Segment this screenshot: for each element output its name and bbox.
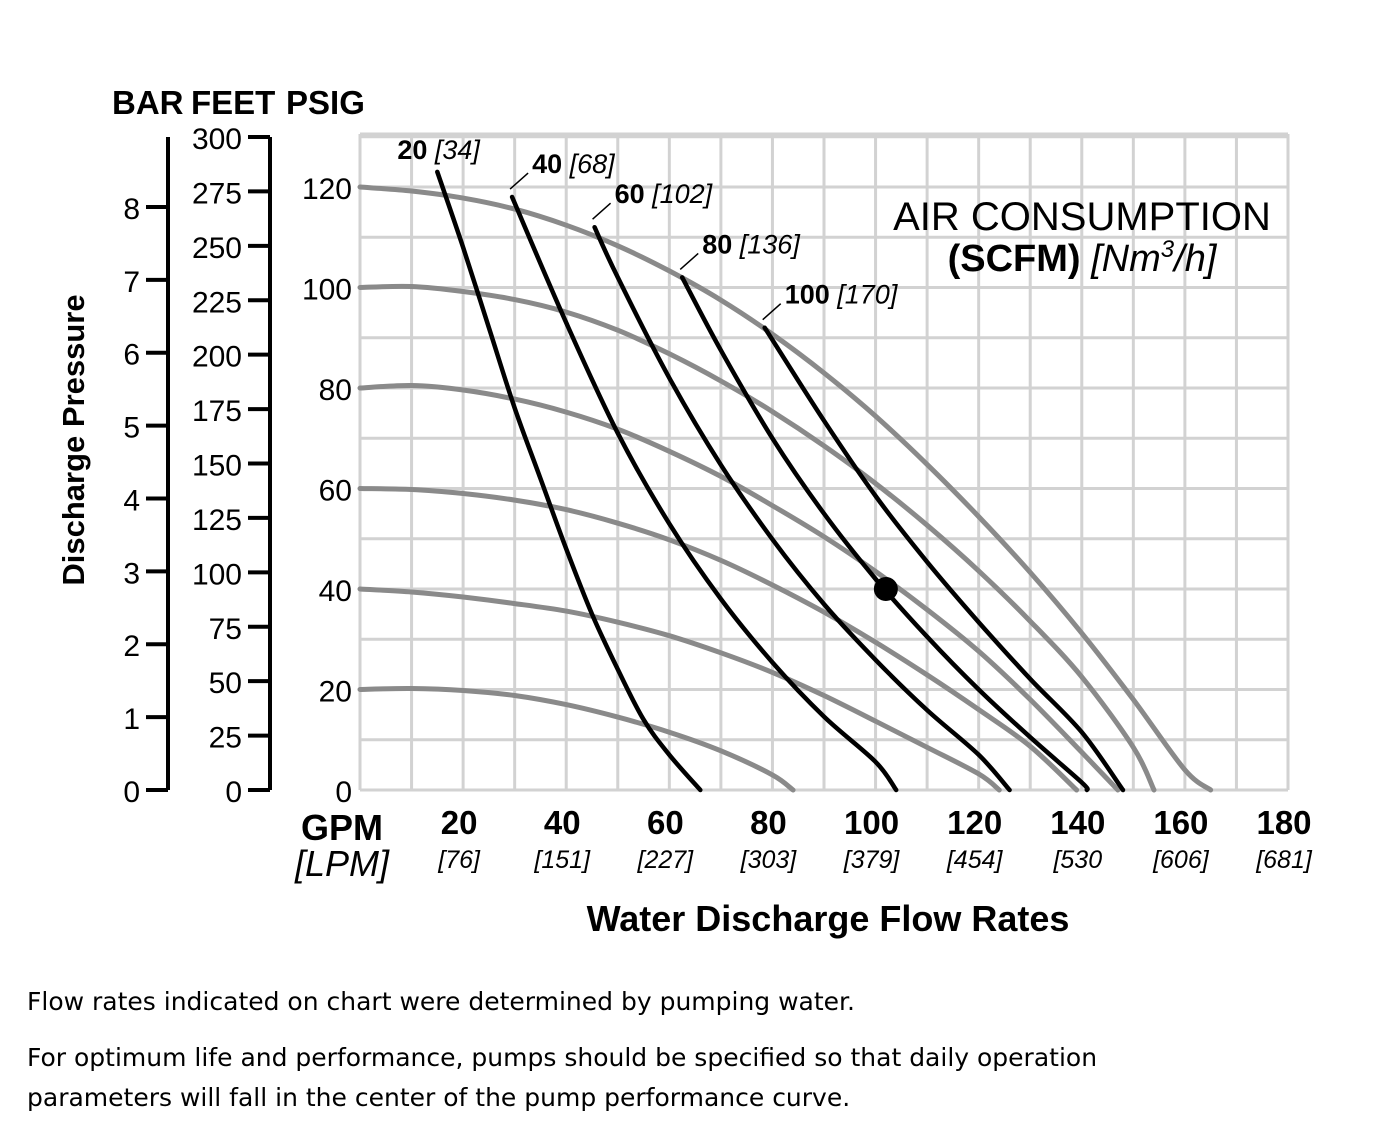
- air-curve-20-scfm: [435, 169, 703, 793]
- pressure-curve: [357, 382, 1121, 793]
- gpm-tick-label: 140: [1050, 804, 1105, 841]
- pressure-curve: [357, 283, 1157, 793]
- lpm-tick-label: [530: [1052, 846, 1102, 874]
- air-curve-label-metric: [136]: [739, 229, 802, 259]
- legend-title-per-h: /h]: [1171, 238, 1218, 280]
- psig-axis-header: PSIG: [286, 84, 365, 121]
- air-curve-label: 100 [170]: [785, 280, 899, 310]
- feet-axis-header: FEET: [191, 84, 275, 121]
- lpm-tick-label: [227]: [637, 846, 695, 874]
- psig-tick-label: 40: [319, 575, 352, 608]
- bar-tick-label: 6: [123, 339, 140, 372]
- footnote-optimum: For optimum life and performance, pumps …: [27, 1043, 1098, 1112]
- air-curve-100-scfm: [762, 325, 1126, 793]
- air-label-leader: [762, 303, 782, 321]
- psig-tick-label: 120: [302, 173, 352, 206]
- pressure-curve: [357, 486, 1080, 793]
- feet-tick-label: 75: [209, 613, 242, 646]
- bar-tick-label: 2: [123, 630, 140, 663]
- psig-tick-label: 60: [319, 475, 352, 508]
- lpm-tick-label: [76]: [437, 846, 481, 874]
- gpm-tick-label: 40: [544, 804, 581, 841]
- gpm-tick-label: 80: [750, 804, 787, 841]
- x-unit-lpm: [LPM]: [294, 843, 390, 884]
- psig-tick-label: 0: [335, 776, 352, 809]
- air-curve-label-metric: [34]: [434, 135, 482, 165]
- air-curve-label-scfm: 100: [785, 280, 838, 310]
- legend-title-line2: (SCFM) [Nm3/h]: [948, 236, 1218, 280]
- lpm-tick-label: [303]: [740, 846, 798, 874]
- air-curve-60-scfm: [592, 224, 1012, 793]
- legend-title-line1: AIR CONSUMPTION: [893, 195, 1271, 239]
- footnote-water: Flow rates indicated on chart were deter…: [27, 987, 855, 1016]
- gpm-tick-label: 100: [844, 804, 899, 841]
- feet-tick-label: 175: [192, 395, 242, 428]
- air-curve-label-metric: [68]: [569, 149, 617, 179]
- bar-tick-label: 7: [123, 266, 140, 299]
- gpm-tick-label: 60: [647, 804, 684, 841]
- psig-tick-label: 100: [302, 274, 352, 307]
- gpm-tick-label: 180: [1256, 804, 1311, 841]
- psig-tick-label: 80: [319, 374, 352, 407]
- air-curve-label: 20 [34]: [397, 135, 481, 165]
- lpm-tick-label: [681]: [1255, 846, 1313, 874]
- operating-point-marker: [873, 577, 898, 601]
- lpm-tick-label: [379]: [843, 846, 901, 874]
- lpm-tick-label: [454]: [946, 846, 1004, 874]
- bar-tick-label: 8: [123, 193, 140, 226]
- legend-title-nm: [Nm: [1090, 238, 1161, 280]
- bar-tick-label: 1: [123, 703, 140, 736]
- legend-title-sup: 3: [1161, 236, 1175, 263]
- air-curve-label-metric: [102]: [651, 179, 714, 209]
- air-curve-label-scfm: 20: [397, 135, 435, 165]
- psig-tick-label: 20: [319, 676, 352, 709]
- air-curve-label: 40 [68]: [532, 149, 616, 179]
- air-curve-label-metric: [170]: [836, 280, 899, 310]
- bar-axis-header: BAR: [112, 84, 184, 121]
- feet-tick-label: 25: [209, 722, 242, 755]
- pressure-curves: [357, 184, 1214, 793]
- bar-tick-label: 0: [123, 776, 140, 809]
- feet-tick-label: 200: [192, 341, 242, 374]
- feet-tick-label: 225: [192, 286, 242, 319]
- bar-tick-label: 5: [123, 412, 140, 445]
- pump-performance-chart: 20 [34] 40 [68]60 [102]80 [136]100 [170] …: [56, 84, 1313, 939]
- air-curve-label: 60 [102]: [615, 179, 714, 209]
- air-curve-label-scfm: 60: [615, 179, 653, 209]
- x-axis-title: Water Discharge Flow Rates: [587, 898, 1070, 939]
- discharge-pressure-label: Discharge Pressure: [56, 294, 91, 585]
- x-unit-gpm: GPM: [301, 807, 383, 848]
- lpm-tick-label: [606]: [1152, 846, 1210, 874]
- feet-tick-label: 125: [192, 504, 242, 537]
- feet-tick-label: 0: [225, 776, 242, 809]
- bar-tick-label: 4: [123, 484, 140, 517]
- feet-tick-label: 275: [192, 177, 242, 210]
- axes: 0204060801001200255075100125150175200225…: [123, 123, 1313, 874]
- pressure-curve: [357, 586, 1002, 793]
- feet-tick-label: 100: [192, 558, 242, 591]
- air-consumption-curves: 20 [34] 40 [68]60 [102] 80 [136] 100 [170]: [397, 135, 1126, 793]
- pressure-curve: [357, 184, 1214, 793]
- feet-tick-label: 300: [192, 123, 242, 156]
- gpm-tick-label: 20: [441, 804, 478, 841]
- gpm-tick-label: 120: [947, 804, 1002, 841]
- gpm-tick-label: 160: [1153, 804, 1208, 841]
- air-curve-label-scfm: 80: [702, 229, 740, 259]
- legend-title-scfm: (SCFM): [948, 238, 1081, 280]
- lpm-tick-label: [151]: [533, 846, 591, 874]
- air-curve-label-scfm: 40: [532, 149, 570, 179]
- feet-tick-label: 250: [192, 232, 242, 265]
- air-label-leader: [592, 202, 612, 220]
- air-curve-40-scfm: [509, 194, 899, 793]
- pressure-curve: [357, 685, 796, 793]
- feet-tick-label: 50: [209, 667, 242, 700]
- air-curve-80-scfm: [679, 275, 1090, 793]
- bar-tick-label: 3: [123, 557, 140, 590]
- air-label-leader: [679, 252, 699, 271]
- feet-tick-label: 150: [192, 450, 242, 483]
- air-label-leader: [509, 172, 529, 190]
- air-curve-label: 80 [136]: [702, 229, 801, 259]
